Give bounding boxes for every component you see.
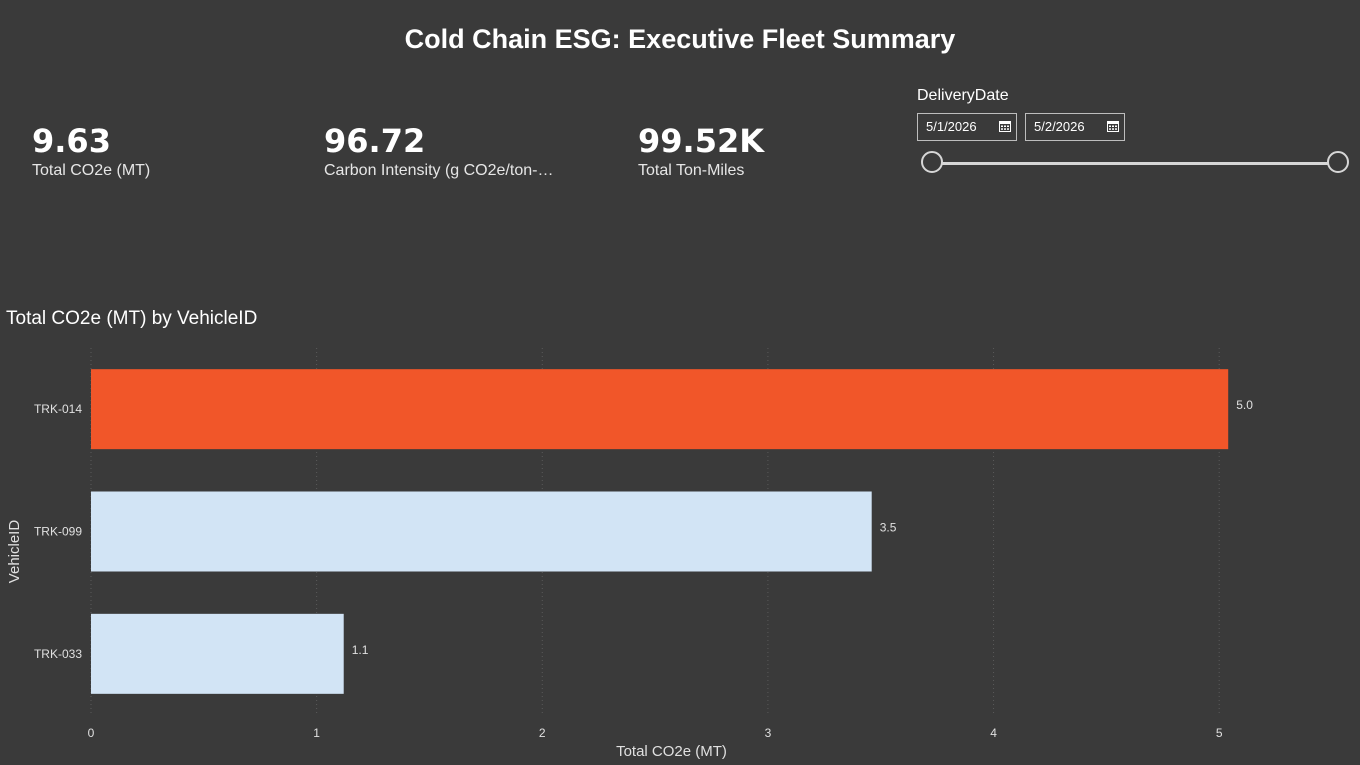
calendar-icon[interactable]: [1107, 120, 1119, 132]
kpi-label: Total CO2e (MT): [32, 162, 151, 179]
data-label: 5.0: [1236, 398, 1253, 412]
x-tick-label: 0: [88, 726, 95, 740]
kpi-card-carbon-intensity: 96.72 Carbon Intensity (g CO2e/ton-mile): [324, 122, 556, 180]
co2e-by-vehicle-bar-chart: 0 1 2 3 4 5 TRK-014 5.0 TRK-099 3.5 TRK-033 1.1 Tota…: [6, 348, 1253, 760]
kpi-card-total-ton-miles: 99.52K Total Ton-Miles: [638, 122, 878, 180]
start-date-input[interactable]: 5/1/2026: [917, 113, 1017, 141]
bar-trk-033: [91, 613, 344, 694]
data-label: 3.5: [880, 521, 897, 535]
kpi-value: 9.63: [32, 122, 111, 160]
start-date-value: 5/1/2026: [926, 119, 977, 134]
y-tick-label: TRK-014: [34, 402, 82, 416]
end-date-value: 5/2/2026: [1034, 119, 1085, 134]
bar-trk-099: [91, 491, 872, 572]
kpi-value: 99.52K: [638, 122, 765, 160]
y-tick-label: TRK-033: [34, 647, 82, 661]
x-axis-title: Total CO2e (MT): [616, 743, 727, 760]
x-tick-label: 2: [539, 726, 546, 740]
calendar-icon[interactable]: [999, 120, 1011, 132]
slicer-title: DeliveryDate: [917, 87, 1009, 104]
slider-end-handle[interactable]: [1327, 151, 1349, 173]
slider-start-handle[interactable]: [921, 151, 943, 173]
kpi-value: 96.72: [324, 122, 426, 160]
bar-trk-014: [91, 369, 1229, 450]
y-tick-label: TRK-099: [34, 525, 82, 539]
y-axis-title: VehicleID: [6, 520, 23, 584]
page-title: Cold Chain ESG: Executive Fleet Summary: [404, 24, 956, 54]
kpi-label: Total Ton-Miles: [638, 162, 745, 179]
kpi-card-total-co2e: 9.63 Total CO2e (MT): [32, 122, 272, 180]
kpi-label: Carbon Intensity (g CO2e/ton-mile): [324, 162, 556, 179]
x-tick-label: 5: [1216, 726, 1223, 740]
date-range-slider-track[interactable]: [933, 162, 1339, 165]
delivery-date-slicer: DeliveryDate 5/1/2026 5/2/2026: [917, 86, 1357, 186]
x-tick-label: 4: [990, 726, 997, 740]
end-date-input[interactable]: 5/2/2026: [1025, 113, 1125, 141]
x-tick-label: 1: [313, 726, 320, 740]
x-tick-label: 3: [765, 726, 772, 740]
chart-title: Total CO2e (MT) by VehicleID: [6, 308, 258, 329]
data-label: 1.1: [352, 643, 369, 657]
